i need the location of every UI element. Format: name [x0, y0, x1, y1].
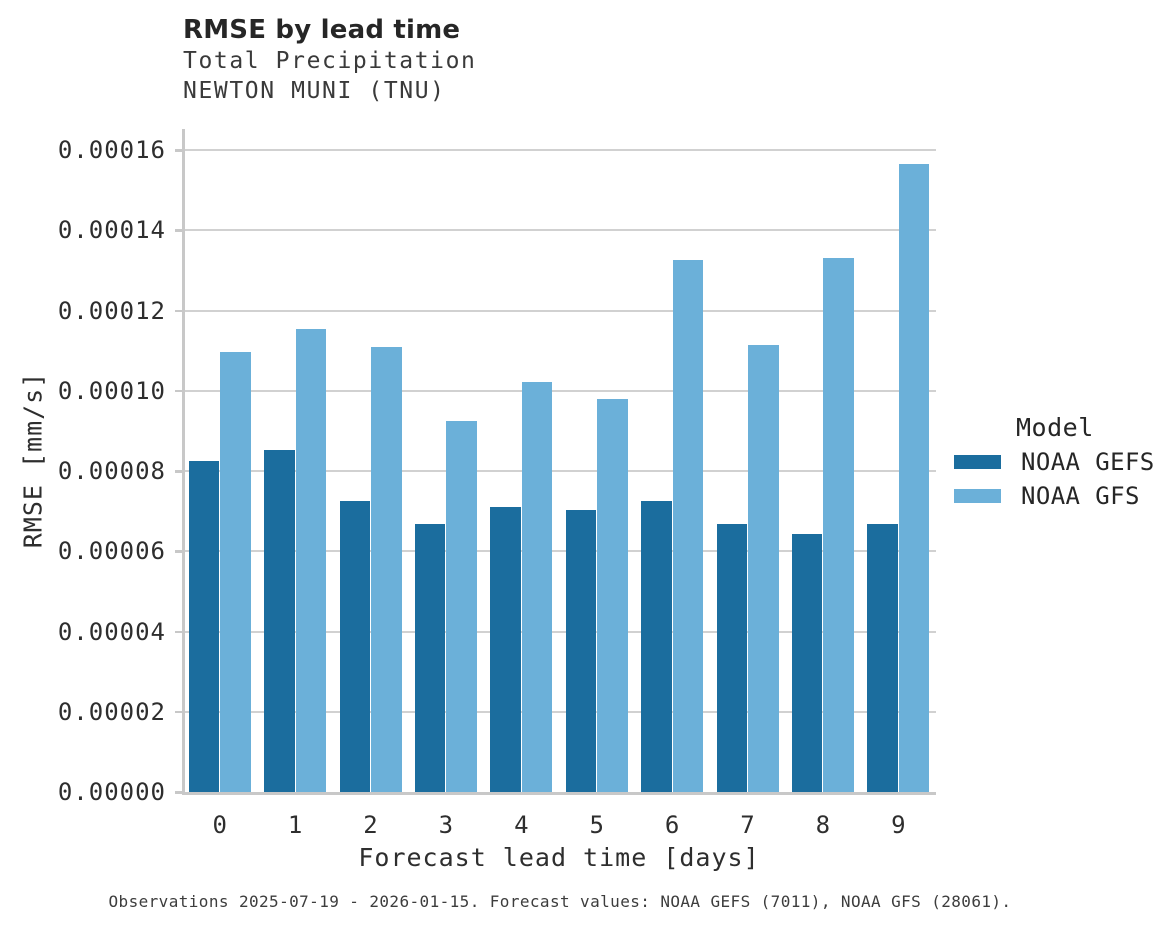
x-tick-label: 9 [891, 811, 906, 839]
bar-noaa-gefs-lead-7 [716, 523, 747, 792]
x-tick-label: 1 [287, 811, 303, 839]
bar-noaa-gefs-lead-8 [791, 533, 823, 792]
gridline [182, 550, 936, 553]
bar-noaa-gfs-lead-8 [823, 257, 854, 792]
bar-noaa-gefs-lead-3 [414, 523, 446, 792]
x-tick-label: 3 [438, 811, 454, 839]
bar-noaa-gfs-lead-3 [446, 420, 477, 792]
y-tick-mark [175, 791, 182, 794]
bar-noaa-gfs-lead-2 [371, 346, 402, 792]
bar-noaa-gfs-lead-5 [597, 398, 628, 792]
bar-noaa-gefs-lead-2 [339, 501, 370, 792]
gridline [182, 229, 936, 232]
bar-noaa-gfs-lead-0 [220, 351, 251, 792]
legend-title: Model [1016, 413, 1094, 442]
x-tick-label: 7 [740, 811, 755, 839]
bar-noaa-gfs-lead-9 [898, 163, 930, 792]
x-tick-label: 4 [514, 811, 529, 839]
y-tick-label: 0.00002 [57, 697, 166, 726]
bar-noaa-gefs-lead-5 [565, 509, 597, 792]
legend-label: NOAA GEFS [1021, 448, 1155, 476]
y-axis-tick-labels: 0.00000 0.00002 0.00004 0.00006 0.00008 0.000… [0, 129, 166, 806]
caption: Observations 2025-07-19 - 2026-01-15. Fo… [108, 892, 1012, 911]
legend-item: NOAA GEFS [954, 448, 1175, 476]
chart-subtitle-variable: Total Precipitation [183, 48, 477, 74]
x-tick-label: 6 [664, 811, 680, 839]
x-axis-tick-labels: 0 1 2 3 4 5 6 7 8 9 [182, 810, 936, 842]
x-axis-title: Forecast lead time [days] [358, 843, 760, 872]
bar-noaa-gfs-lead-6 [672, 259, 704, 792]
y-tick-label: 0.00010 [57, 376, 166, 405]
y-tick-label: 0.00012 [57, 296, 166, 325]
bar-noaa-gefs-lead-9 [867, 523, 898, 792]
y-tick-mark [175, 550, 182, 553]
bar-noaa-gefs-lead-4 [490, 507, 521, 792]
legend-label: NOAA GFS [1021, 482, 1140, 510]
gridline [182, 630, 936, 633]
bar-noaa-gefs-lead-1 [264, 449, 295, 792]
y-tick-mark [175, 389, 182, 393]
bar-noaa-gfs-lead-1 [295, 328, 327, 792]
y-tick-mark [175, 229, 182, 232]
chart-subtitle-station: NEWTON MUNI (TNU) [183, 78, 446, 104]
y-tick-mark [175, 630, 182, 633]
y-tick-label: 0.00014 [57, 216, 166, 245]
chart-title: RMSE by lead time [183, 15, 461, 45]
y-axis-spine [182, 129, 185, 794]
y-tick-label: 0.00004 [57, 617, 166, 646]
gridline [182, 710, 936, 713]
y-tick-label: 0.00008 [57, 457, 166, 485]
y-tick-mark [175, 710, 182, 714]
legend: Model NOAA GEFS NOAA GFS [954, 414, 1175, 510]
x-tick-label: 2 [363, 811, 378, 839]
legend-items: NOAA GEFS NOAA GFS [954, 448, 1175, 510]
bar-noaa-gfs-lead-4 [521, 381, 553, 792]
legend-swatch-noaa-gefs [954, 455, 1001, 469]
gridline [182, 470, 936, 472]
legend-item: NOAA GFS [954, 482, 1175, 510]
gridline [182, 149, 936, 151]
bar-noaa-gefs-lead-0 [188, 461, 220, 792]
y-tick-label: 0.00016 [57, 136, 166, 164]
gridline [182, 389, 936, 392]
y-tick-mark [175, 470, 182, 473]
y-tick-label: 0.00000 [57, 778, 166, 806]
plot-area [175, 129, 936, 795]
x-axis-spine [182, 792, 936, 795]
bar-noaa-gfs-lead-7 [748, 345, 779, 792]
y-tick-mark [175, 149, 182, 152]
x-tick-label: 5 [589, 811, 604, 839]
bar-noaa-gefs-lead-6 [641, 500, 672, 792]
x-tick-label: 0 [212, 811, 227, 839]
legend-swatch-noaa-gfs [954, 489, 1001, 503]
y-tick-mark [175, 309, 182, 312]
x-tick-label: 8 [815, 811, 831, 839]
gridline [182, 309, 936, 312]
y-tick-label: 0.00006 [57, 537, 166, 566]
